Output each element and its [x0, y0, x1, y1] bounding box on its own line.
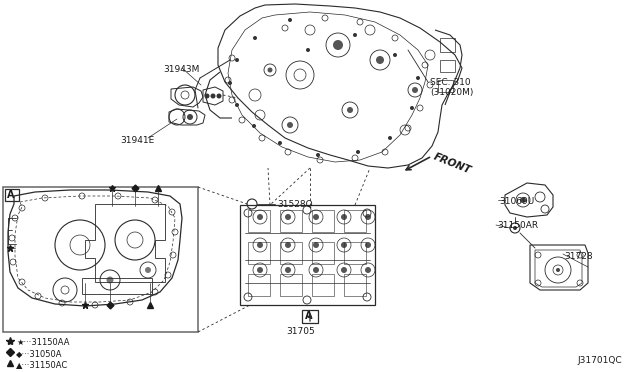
Circle shape: [316, 153, 320, 157]
Circle shape: [306, 48, 310, 52]
Circle shape: [235, 58, 239, 62]
Circle shape: [145, 267, 151, 273]
Text: 31941E: 31941E: [120, 136, 154, 145]
Circle shape: [285, 242, 291, 248]
Circle shape: [365, 242, 371, 248]
Text: 31069U: 31069U: [499, 197, 534, 206]
Circle shape: [376, 56, 384, 64]
Circle shape: [356, 150, 360, 154]
Text: 31728: 31728: [564, 252, 593, 261]
Circle shape: [416, 76, 420, 80]
Circle shape: [288, 18, 292, 22]
Circle shape: [341, 267, 347, 273]
Circle shape: [211, 93, 216, 99]
Circle shape: [333, 40, 343, 50]
Text: SEC. 310: SEC. 310: [430, 78, 470, 87]
Text: ◆···31050A: ◆···31050A: [16, 349, 63, 358]
Text: J31701QC: J31701QC: [577, 356, 622, 365]
Circle shape: [257, 214, 263, 220]
Circle shape: [216, 93, 221, 99]
Circle shape: [353, 33, 357, 37]
Circle shape: [106, 276, 113, 283]
Circle shape: [187, 114, 193, 120]
Circle shape: [252, 124, 256, 128]
Circle shape: [253, 36, 257, 40]
Circle shape: [228, 81, 232, 85]
Circle shape: [313, 214, 319, 220]
Text: A: A: [7, 190, 15, 200]
Text: (31020M): (31020M): [430, 88, 474, 97]
Circle shape: [513, 226, 517, 230]
Text: 31528Q: 31528Q: [277, 200, 312, 209]
Text: 31150AR: 31150AR: [497, 221, 538, 230]
Circle shape: [347, 107, 353, 113]
Circle shape: [257, 242, 263, 248]
Circle shape: [365, 267, 371, 273]
Circle shape: [235, 103, 239, 107]
Circle shape: [285, 267, 291, 273]
Circle shape: [520, 197, 526, 203]
Circle shape: [278, 141, 282, 145]
Circle shape: [287, 122, 293, 128]
Circle shape: [341, 242, 347, 248]
Circle shape: [313, 242, 319, 248]
Circle shape: [556, 268, 560, 272]
Text: 31705: 31705: [286, 327, 315, 336]
Circle shape: [341, 214, 347, 220]
Circle shape: [410, 106, 414, 110]
Circle shape: [268, 67, 273, 73]
Circle shape: [313, 267, 319, 273]
Circle shape: [285, 214, 291, 220]
Text: 31943M: 31943M: [163, 65, 200, 74]
Text: ▲···31150AC: ▲···31150AC: [16, 360, 68, 369]
Circle shape: [388, 136, 392, 140]
Text: ★···31150AA: ★···31150AA: [16, 338, 70, 347]
Circle shape: [365, 214, 371, 220]
Text: A: A: [305, 311, 312, 321]
Circle shape: [257, 267, 263, 273]
Circle shape: [412, 87, 418, 93]
Text: FRONT: FRONT: [432, 152, 472, 176]
Circle shape: [205, 93, 209, 99]
Circle shape: [393, 53, 397, 57]
